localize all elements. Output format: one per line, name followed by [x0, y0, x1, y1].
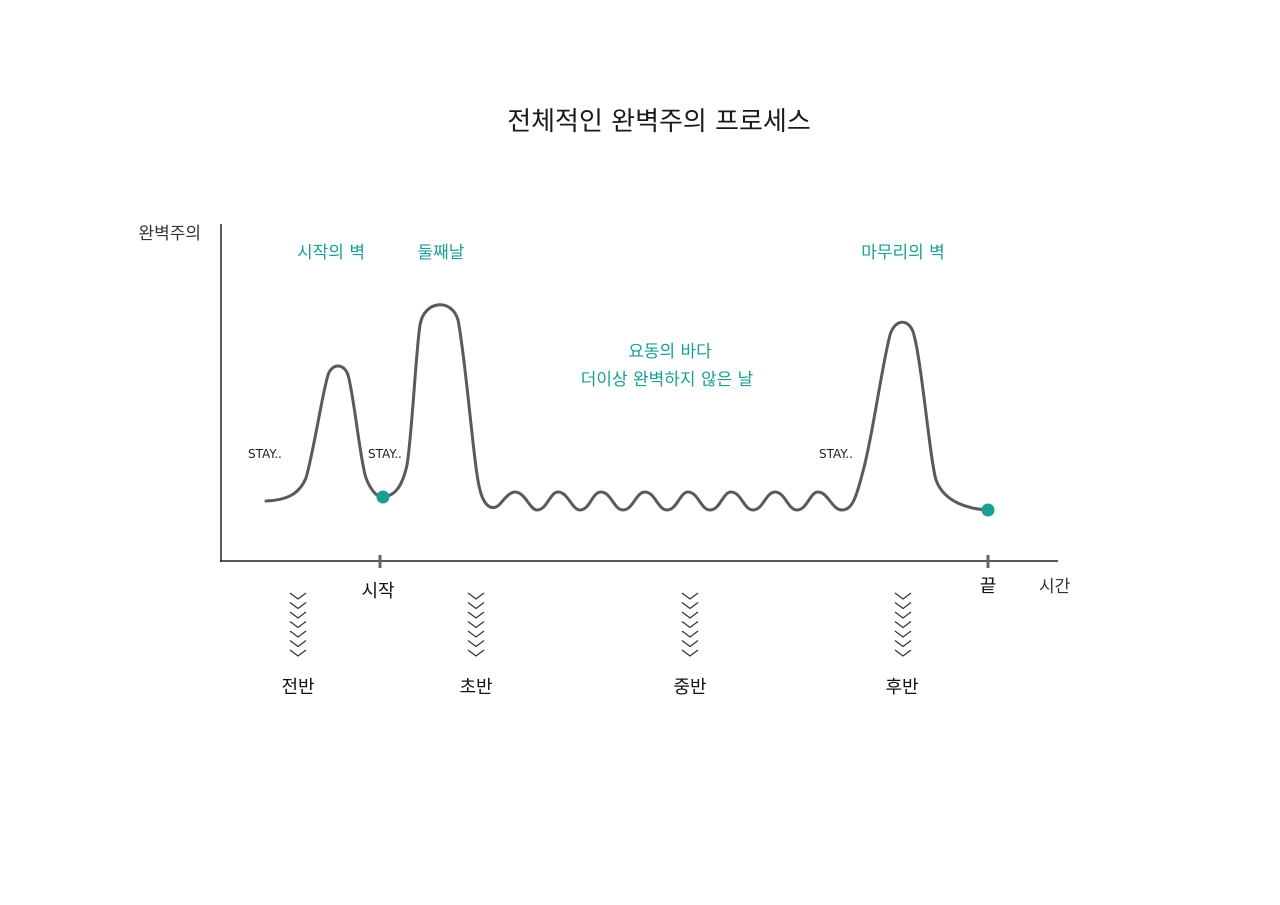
- finish-wall-label: 마무리의 벽: [861, 243, 945, 263]
- end-point-marker: [981, 503, 995, 517]
- chevron-down-stack-icon: [681, 592, 699, 657]
- chevron-down-icon: [681, 621, 699, 629]
- chevron-down-icon: [289, 602, 307, 610]
- chevron-down-icon: [681, 640, 699, 648]
- chevron-down-stack-icon: [894, 592, 912, 657]
- stay-label-3: STAY..: [819, 447, 853, 461]
- chevron-down-stack-icon: [467, 592, 485, 657]
- chevron-down-icon: [467, 640, 485, 648]
- diagram-title: 전체적인 완벽주의 프로세스: [507, 107, 811, 137]
- chevron-down-icon: [289, 611, 307, 619]
- chevron-down-icon: [681, 630, 699, 638]
- chevron-down-icon: [467, 592, 485, 600]
- y-axis-label: 완벽주의: [138, 224, 201, 244]
- end-tick-label: 끝: [980, 576, 997, 597]
- perfectionism-curve: [264, 303, 990, 512]
- chevron-down-icon: [467, 602, 485, 610]
- phase-label-early: 전반: [281, 677, 314, 698]
- chevron-down-icon: [467, 649, 485, 657]
- chevron-down-icon: [289, 621, 307, 629]
- phase-label-late: 후반: [885, 677, 918, 698]
- chevron-down-icon: [467, 611, 485, 619]
- chevron-down-icon: [894, 611, 912, 619]
- start-point-marker: [376, 490, 390, 504]
- sea-label-line2: 더이상 완벽하지 않은 날: [581, 370, 754, 390]
- chevron-down-icon: [894, 640, 912, 648]
- phase-label-beginning: 초반: [459, 677, 492, 698]
- chevron-down-icon: [894, 649, 912, 657]
- sea-label-line1: 요동의 바다: [628, 342, 712, 362]
- chevron-down-icon: [894, 592, 912, 600]
- chevron-down-icon: [289, 630, 307, 638]
- chevron-down-stack-icon: [289, 592, 307, 657]
- x-axis-label: 시간: [1039, 577, 1071, 597]
- chevron-down-icon: [289, 649, 307, 657]
- second-day-label: 둘째날: [418, 243, 465, 263]
- chevron-down-icon: [894, 602, 912, 610]
- chevron-down-icon: [681, 611, 699, 619]
- chevron-down-icon: [681, 592, 699, 600]
- chevron-down-icon: [289, 592, 307, 600]
- stay-label-2: STAY..: [368, 447, 402, 461]
- chevron-down-icon: [894, 621, 912, 629]
- chevron-down-icon: [681, 602, 699, 610]
- chevron-down-icon: [467, 621, 485, 629]
- chevron-down-icon: [467, 630, 485, 638]
- stay-label-1: STAY..: [248, 447, 282, 461]
- start-tick-label: 시작: [361, 581, 394, 602]
- chevron-down-icon: [289, 640, 307, 648]
- chevron-down-icon: [681, 649, 699, 657]
- start-wall-label: 시작의 벽: [297, 243, 365, 263]
- chevron-down-icon: [894, 630, 912, 638]
- phase-label-middle: 중반: [673, 677, 706, 698]
